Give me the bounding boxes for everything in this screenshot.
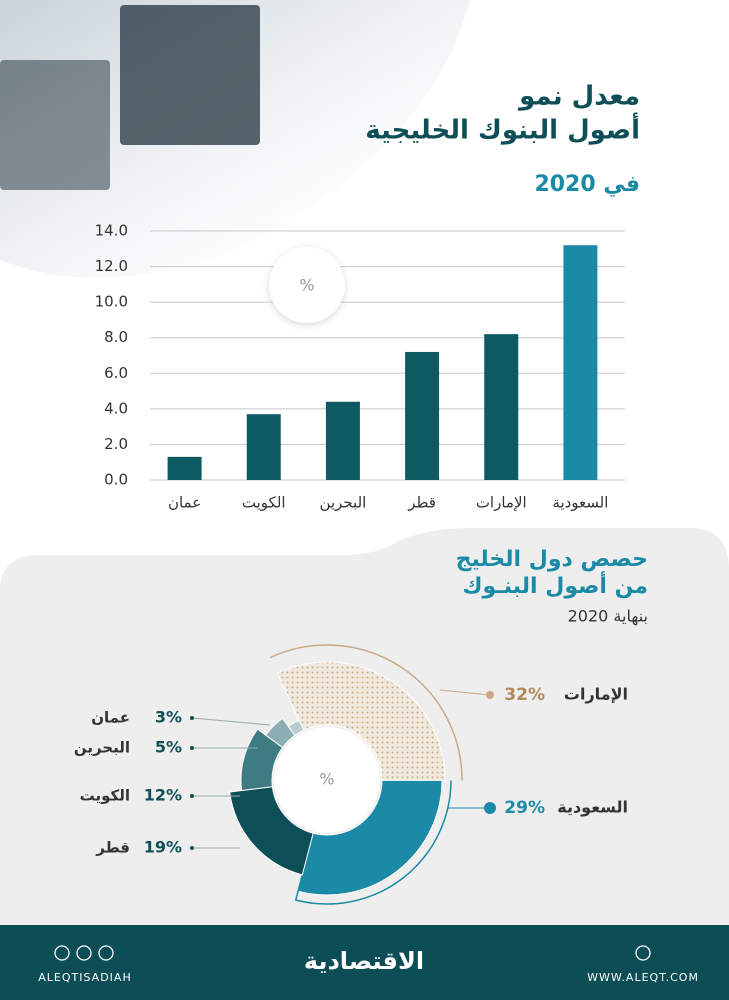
value-label: 3% <box>155 708 182 727</box>
leader-line <box>439 689 491 696</box>
y-tick-label: 2.0 <box>104 435 128 453</box>
x-tick-label: قطر <box>407 494 436 512</box>
x-tick-label: عمان <box>168 494 201 512</box>
pie-slice <box>276 661 446 781</box>
unit-label: % <box>319 770 334 789</box>
social-icon <box>54 945 70 961</box>
x-tick-label: الكويت <box>242 494 286 512</box>
y-tick-label: 14.0 <box>95 222 128 240</box>
pie-slice <box>287 719 305 737</box>
slice-outline <box>294 780 452 905</box>
leader-dot <box>484 802 496 814</box>
y-tick-label: 0.0 <box>104 471 128 489</box>
leader-dot <box>190 716 194 720</box>
y-tick-label: 10.0 <box>95 293 128 311</box>
unit-label: % <box>299 276 314 295</box>
bar <box>325 401 360 480</box>
value-label: 32% <box>504 685 545 705</box>
value-label: 12% <box>144 786 182 805</box>
category-label: البحرين <box>74 739 130 757</box>
y-tick-label: 4.0 <box>104 399 128 417</box>
pie-slice <box>229 786 314 876</box>
bar <box>484 334 519 480</box>
value-label: 19% <box>144 838 182 857</box>
x-tick-label: البحرين <box>320 494 367 512</box>
y-tick-label: 12.0 <box>95 257 128 275</box>
footer-website: WWW.ALEQT.COM <box>587 971 699 984</box>
chart-title: من أصول البنـوك <box>462 570 648 599</box>
leader-dot <box>190 846 194 850</box>
footer-bar <box>0 925 729 1000</box>
unit-badge <box>269 247 345 323</box>
leader-dot <box>190 746 194 750</box>
footer-logo: الاقتصادية <box>304 947 424 975</box>
chart-title: معدل نمو <box>517 82 640 112</box>
category-label: قطر <box>95 839 130 857</box>
web-icon <box>635 945 651 961</box>
y-tick-label: 8.0 <box>104 328 128 346</box>
value-label: 29% <box>504 798 545 818</box>
leader-line <box>191 717 271 726</box>
bar <box>405 351 440 480</box>
x-tick-label: السعودية <box>552 494 608 512</box>
leader-dot <box>190 794 194 798</box>
bar <box>167 456 202 480</box>
value-label: 5% <box>155 738 182 757</box>
social-icon <box>76 945 92 961</box>
slice-outline <box>269 644 463 781</box>
chart-subtitle: في 2020 <box>534 172 640 197</box>
x-tick-label: الإمارات <box>476 494 527 512</box>
social-icon <box>98 945 114 961</box>
category-label: الإمارات <box>564 685 628 704</box>
monitor-shape <box>120 5 260 145</box>
footer-handle: ALEQTISADIAH <box>38 971 131 984</box>
pie-slice <box>240 728 284 792</box>
monitor-shape <box>0 60 110 190</box>
y-tick-label: 6.0 <box>104 364 128 382</box>
category-label: الكويت <box>80 787 130 805</box>
pie-slice <box>297 779 443 896</box>
chart-subtitle: بنهاية 2020 <box>568 607 648 627</box>
leader-dot <box>486 691 494 699</box>
chart-title: حصص دول الخليج <box>456 547 648 572</box>
bar <box>246 414 281 480</box>
category-label: السعودية <box>557 798 628 817</box>
pie-center <box>274 727 380 833</box>
bar <box>563 245 598 480</box>
category-label: عمان <box>91 709 130 727</box>
chart-title: أصول البنوك الخليجية <box>365 113 640 146</box>
